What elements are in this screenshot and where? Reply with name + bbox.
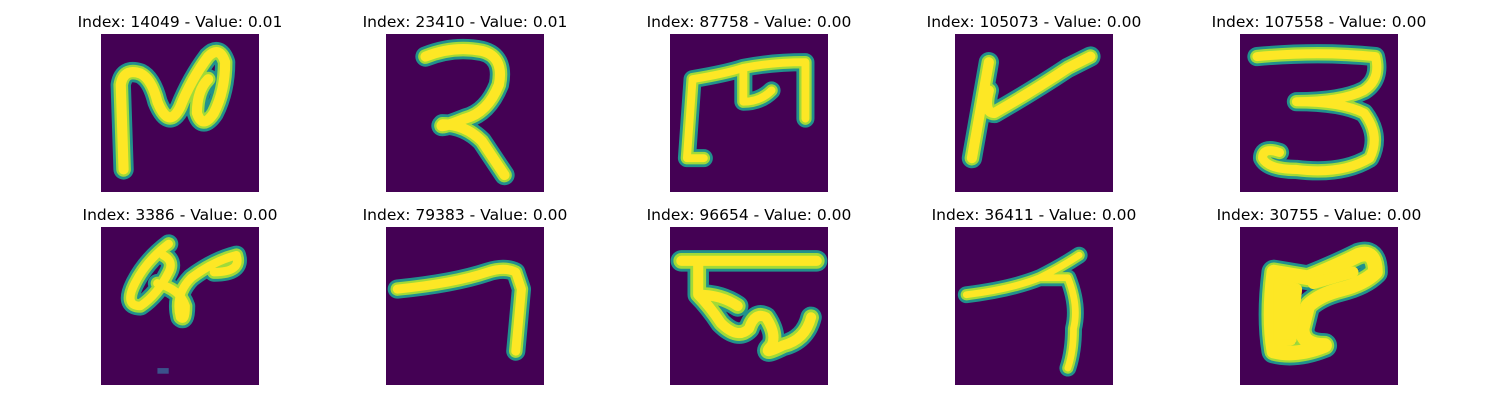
character-image [386, 227, 544, 385]
panel-8: Index: 96654 - Value: 0.00 [609, 205, 889, 385]
glyph-8 [670, 250, 828, 362]
panel-4: Index: 105073 - Value: 0.00 [894, 12, 1174, 192]
panel-1: Index: 14049 - Value: 0.01 [40, 12, 320, 192]
character-image [386, 34, 544, 192]
glyph-4 [961, 46, 1101, 169]
panel-9: Index: 36411 - Value: 0.00 [894, 205, 1174, 385]
panel-3: Index: 87758 - Value: 0.00 [609, 12, 889, 192]
panel-title: Index: 3386 - Value: 0.00 [82, 206, 278, 224]
glyph-10 [1258, 241, 1388, 366]
panel-2: Index: 23410 - Value: 0.01 [325, 12, 605, 192]
character-image [670, 34, 828, 192]
panel-title: Index: 96654 - Value: 0.00 [646, 206, 852, 224]
glyph-6 [120, 234, 247, 374]
glyph-5 [1247, 44, 1387, 181]
character-image [1240, 227, 1398, 385]
glyph-1 [110, 41, 236, 180]
panel-title: Index: 14049 - Value: 0.01 [77, 13, 283, 31]
character-image [101, 34, 259, 192]
panel-6: Index: 3386 - Value: 0.00 [40, 205, 320, 385]
glyph-7 [387, 259, 532, 361]
panel-title: Index: 30755 - Value: 0.00 [1216, 206, 1422, 224]
panel-7: Index: 79383 - Value: 0.00 [325, 205, 605, 385]
panel-title: Index: 23410 - Value: 0.01 [362, 13, 568, 31]
panel-title: Index: 87758 - Value: 0.00 [646, 13, 852, 31]
panel-title: Index: 107558 - Value: 0.00 [1211, 13, 1427, 31]
panel-title: Index: 36411 - Value: 0.00 [931, 206, 1137, 224]
panel-10: Index: 30755 - Value: 0.00 [1179, 205, 1459, 385]
panel-title: Index: 79383 - Value: 0.00 [362, 206, 568, 224]
glyph-2 [415, 38, 515, 186]
character-image [101, 227, 259, 385]
glyph-3 [677, 53, 815, 168]
panel-5: Index: 107558 - Value: 0.00 [1179, 12, 1459, 192]
character-image [955, 34, 1113, 192]
character-image [670, 227, 828, 385]
panel-title: Index: 105073 - Value: 0.00 [926, 13, 1142, 31]
glyph-9 [957, 246, 1088, 377]
character-image [955, 227, 1113, 385]
character-image [1240, 34, 1398, 192]
